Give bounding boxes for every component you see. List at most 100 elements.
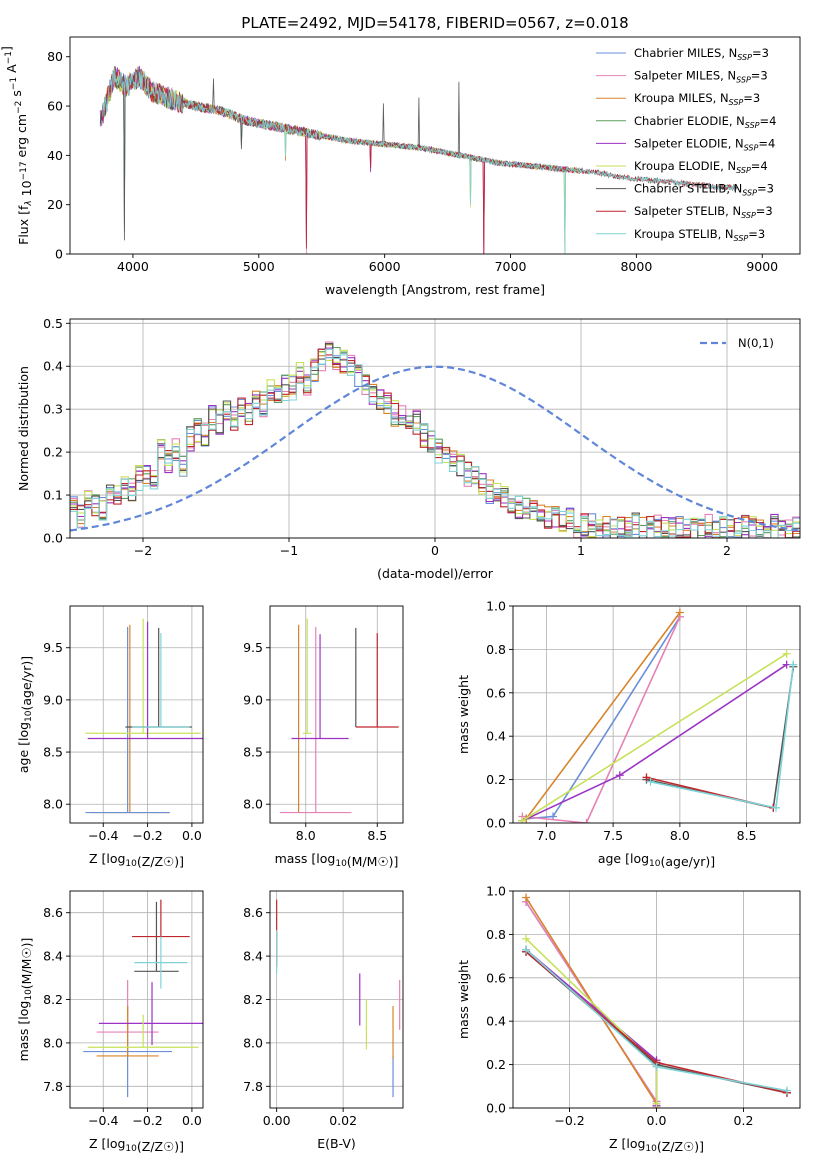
x-axis-label: Z [log10(Z/Z☉)]: [89, 1136, 184, 1154]
y-tick-label: 0.4: [43, 359, 63, 374]
y-axis-label: mass [log10(M/M☉)]: [16, 938, 34, 1062]
y-tick-label: 8.5: [243, 745, 263, 760]
weight-marker: [771, 803, 780, 812]
y-axis-label: Flux [fλ 10−17 erg cm−2 s−1 A−1]: [0, 46, 34, 245]
y-tick-label: 8.0: [243, 797, 263, 812]
y-tick-label: 0.2: [486, 1057, 506, 1072]
axes-frame-group: 4000 5000 6000 7000 8000 9000 0 20 40 60 80 Chabrie…: [0, 36, 801, 297]
legend-entry: Chabrier MILES, NSSP=3: [634, 46, 769, 62]
spectrum-axes: 4000 5000 6000 7000 8000 9000 0 20 40 60 80 Chabrie…: [0, 36, 801, 297]
weight-marker: [522, 893, 531, 902]
y-tick-label: 0.4: [486, 729, 506, 744]
x-tick-label: −2: [134, 543, 152, 558]
x-tick-label: 6000: [369, 259, 401, 274]
x-tick-label: −0.4: [88, 828, 118, 843]
y-tick-label: 8.4: [43, 949, 63, 964]
x-tick-label: 0.02: [329, 1113, 357, 1128]
figure-title: PLATE=2492, MJD=54178, FIBERID=0567, z=0…: [241, 14, 628, 32]
y-tick-label: 8.0: [43, 797, 63, 812]
weight-line: [522, 616, 681, 823]
y-tick-label: 8.0: [43, 1035, 63, 1050]
axes-frame: [69, 36, 801, 255]
plot-area: [70, 341, 800, 538]
x-tick-label: 4000: [117, 259, 149, 274]
weight-marker: [582, 819, 591, 823]
y-axis-label: Normed distribution: [16, 366, 31, 491]
plot-area: [99, 65, 738, 254]
y-tick-label: 0.2: [486, 772, 506, 787]
y-tick-label: 0.6: [486, 970, 506, 985]
weight-marker: [522, 934, 531, 943]
x-axis-label: Z [log10(Z/Z☉)]: [609, 1136, 704, 1154]
y-tick-label: 1.0: [486, 599, 506, 614]
plot-area: [83, 899, 203, 1098]
x-tick-label: 0.0: [182, 1113, 202, 1128]
mass-vs-metallicity-axes: −0.4 −0.2 0.0 7.8 8.0 8.2 8.4 8.6 Z [log10(Z/Z☉)…: [16, 890, 204, 1154]
mass-vs-reddening-axes: 0.00 0.02 7.8 8.0 8.2 8.4 8.6 E(B-V): [243, 890, 404, 1151]
weight-marker: [522, 945, 531, 954]
axes-frame-group: −0.4 −0.2 0.0 8.0 8.5 9.0 9.5 Z [log10(Z/Z☉)] ag…: [16, 605, 204, 869]
y-tick-label: 0.1: [43, 488, 63, 503]
plot-area: [276, 899, 401, 1098]
y-tick-label: 9.5: [43, 640, 63, 655]
x-axis-label: (data-model)/error: [377, 566, 494, 581]
weight-marker: [646, 777, 655, 786]
x-tick-label: 8000: [620, 259, 652, 274]
weight-vs-age-axes: 7.0 7.5 8.0 8.5 0.0 0.2 0.4 0.6 0.8 1.0 age [log10…: [456, 599, 801, 869]
axes-frame-group: 7.0 7.5 8.0 8.5 0.0 0.2 0.4 0.6 0.8 1.0 age [log10…: [456, 599, 801, 869]
y-axis-label: age [log10(age/yr)]: [16, 656, 34, 773]
y-tick-label: 8.4: [243, 949, 263, 964]
y-tick-label: 0.4: [486, 1014, 506, 1029]
x-tick-label: 7000: [495, 259, 527, 274]
y-tick-label: 0.5: [43, 316, 63, 331]
weight-line: [525, 948, 658, 1106]
y-tick-label: 9.0: [43, 692, 63, 707]
x-tick-label: 2: [723, 543, 731, 558]
y-tick-label: 8.2: [243, 992, 263, 1007]
plot-area: [85, 618, 203, 814]
axes-frame-group: 8.0 8.5 8.0 8.5 9.0 9.5 mass [log10(M/M☉)]: [243, 605, 404, 869]
legend-entry: Salpeter ELODIE, NSSP=4: [634, 136, 775, 152]
y-tick-label: 80: [47, 49, 63, 64]
x-tick-label: 5000: [243, 259, 275, 274]
legend-entry: Kroupa MILES, NSSP=3: [634, 91, 760, 107]
y-tick-label: 0.0: [486, 1101, 506, 1116]
y-tick-label: 0.8: [486, 642, 506, 657]
axes-frame-group: −0.4 −0.2 0.0 7.8 8.0 8.2 8.4 8.6 Z [log10(Z/Z☉)…: [16, 890, 204, 1154]
legend-entry: Salpeter STELIB, NSSP=3: [634, 204, 773, 220]
y-axis-label: mass weight: [456, 675, 471, 754]
y-tick-label: 7.8: [243, 1079, 263, 1094]
weight-vs-metallicity-axes: −0.2 0.0 0.2 0.0 0.2 0.4 0.6 0.8 1.0 Z [log10(Z/Z…: [456, 884, 801, 1154]
legend-entry: N(0,1): [738, 336, 774, 350]
y-tick-label: 0.8: [486, 927, 506, 942]
legend-entry: Kroupa STELIB, NSSP=3: [634, 227, 765, 243]
weight-line: [521, 653, 788, 822]
y-tick-label: 0.0: [486, 816, 506, 831]
spectrum-line: [102, 69, 738, 254]
weight-marker: [652, 1099, 661, 1108]
axes-frame-group: 0.00 0.02 7.8 8.0 8.2 8.4 8.6 E(B-V): [243, 890, 404, 1151]
age-vs-mass-axes: 8.0 8.5 8.0 8.5 9.0 9.5 mass [log10(M/M☉)]: [243, 605, 404, 869]
y-axis-label: mass weight: [456, 960, 471, 1039]
x-tick-label: 1: [577, 543, 585, 558]
y-tick-label: 0.3: [43, 402, 63, 417]
histogram-line: [70, 347, 800, 538]
plot-area: [518, 608, 798, 823]
x-tick-label: −1: [280, 543, 298, 558]
x-tick-label: 7.5: [603, 828, 623, 843]
x-tick-label: 8.5: [367, 828, 387, 843]
weight-marker: [782, 1086, 791, 1095]
weight-marker: [789, 660, 798, 669]
spectrum-line: [102, 67, 579, 254]
y-tick-label: 0.0: [43, 531, 63, 546]
legend-entry: Chabrier ELODIE, NSSP=4: [634, 114, 776, 130]
y-tick-label: 7.8: [43, 1079, 63, 1094]
x-axis-label: mass [log10(M/M☉)]: [275, 851, 399, 869]
y-tick-label: 8.6: [43, 905, 63, 920]
legend-entry: Kroupa ELODIE, NSSP=4: [634, 159, 768, 175]
x-tick-label: 0.2: [734, 1113, 754, 1128]
weight-marker: [782, 660, 791, 669]
weight-marker: [652, 1062, 661, 1071]
y-tick-label: 40: [47, 148, 63, 163]
